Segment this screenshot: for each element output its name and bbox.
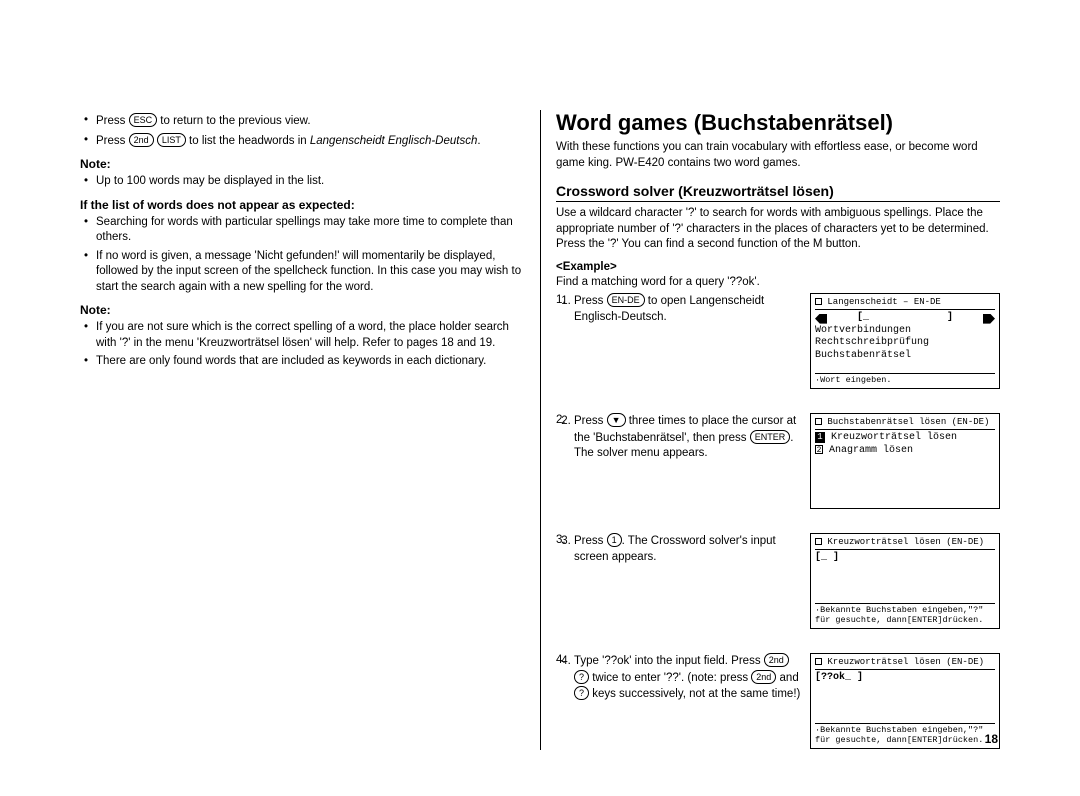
top-bullet-list: Press ESC to return to the previous view… xyxy=(80,113,525,149)
question-key-icon: ? xyxy=(574,670,589,684)
menu-num-icon: 1 xyxy=(815,432,825,443)
text: Press xyxy=(96,115,129,127)
lcd-line: [??ok_ ] xyxy=(815,672,995,685)
step-text: Press EN-DE to open Langenscheidt Englis… xyxy=(574,293,804,325)
question-key-icon: ? xyxy=(574,686,589,700)
if-item: If no word is given, a message 'Nicht ge… xyxy=(96,249,525,296)
lcd-header: Kreuzworträtsel lösen (EN-DE) xyxy=(827,657,984,667)
note2-item: If you are not sure which is the correct… xyxy=(96,320,525,351)
bullet-esc: Press ESC to return to the previous view… xyxy=(96,113,525,130)
step-2: 2. Press ▼ three times to place the curs… xyxy=(574,413,1000,509)
lcd-line: Wortverbindungen xyxy=(815,325,995,338)
step-num: 3. xyxy=(556,533,566,549)
step-text: Press 1. The Crossword solver's input sc… xyxy=(574,533,804,565)
lcd-header: Buchstabenrätsel lösen (EN-DE) xyxy=(827,417,989,427)
down-key-icon: ▼ xyxy=(607,413,626,427)
note-heading: Note: xyxy=(80,157,525,171)
lcd-line: Buchstabenrätsel xyxy=(815,350,995,363)
left-column: Press ESC to return to the previous view… xyxy=(80,110,540,750)
section-para: Use a wildcard character '?' to search f… xyxy=(556,206,1000,253)
if-item: Searching for words with particular spel… xyxy=(96,215,525,246)
note1-list: Up to 100 words may be displayed in the … xyxy=(80,174,525,190)
italic-text: Langenscheidt Englisch-Deutsch xyxy=(310,135,478,147)
list-key-icon: LIST xyxy=(157,133,186,147)
page-number: 18 xyxy=(985,732,998,746)
if-heading: If the list of words does not appear as … xyxy=(80,198,525,212)
lcd-header: Kreuzworträtsel lösen (EN-DE) xyxy=(827,537,984,547)
note1-item: Up to 100 words may be displayed in the … xyxy=(96,174,525,190)
lcd-line: [_ ] xyxy=(815,552,995,565)
lcd-footer: ·Bekannte Buchstaben eingeben,"?" für ge… xyxy=(815,723,995,746)
one-key-icon: 1 xyxy=(607,533,622,547)
if-list: Searching for words with particular spel… xyxy=(80,215,525,296)
text: to return to the previous view. xyxy=(157,115,310,127)
esc-key-icon: ESC xyxy=(129,113,158,127)
text: . xyxy=(477,135,480,147)
step-3: 3. Press 1. The Crossword solver's input… xyxy=(574,533,1000,629)
steps-list: 1. Press EN-DE to open Langenscheidt Eng… xyxy=(556,293,1000,749)
right-arrow-icon xyxy=(983,314,995,324)
step-num: 1. xyxy=(556,293,566,309)
second-key-icon: 2nd xyxy=(764,653,789,667)
page-title: Word games (Buchstabenrätsel) xyxy=(556,110,1000,136)
lcd-screen-1: Langenscheidt – EN-DE [_ ] Wortverbindun… xyxy=(810,293,1000,389)
bullet-2nd-list: Press 2nd LIST to list the headwords in … xyxy=(96,133,525,150)
text: Press xyxy=(96,135,129,147)
step-text: Type '??ok' into the input field. Press … xyxy=(574,653,804,703)
en-de-key-icon: EN-DE xyxy=(607,293,645,307)
lcd-screen-2: Buchstabenrätsel lösen (EN-DE) 1 Kreuzwo… xyxy=(810,413,1000,509)
lcd-line: Anagramm lösen xyxy=(829,445,913,456)
lcd-screen-4: Kreuzworträtsel lösen (EN-DE) [??ok_ ] ·… xyxy=(810,653,1000,749)
intro-text: With these functions you can train vocab… xyxy=(556,140,1000,171)
lcd-screen-3: Kreuzworträtsel lösen (EN-DE) [_ ] ·Beka… xyxy=(810,533,1000,629)
step-num: 2. xyxy=(556,413,566,429)
step-num: 4. xyxy=(556,653,566,669)
text: Press xyxy=(574,535,607,547)
lcd-header: Langenscheidt – EN-DE xyxy=(827,297,940,307)
note2-list: If you are not sure which is the correct… xyxy=(80,320,525,370)
example-intro: Find a matching word for a query '??ok'. xyxy=(556,275,1000,291)
example-label: <Example> xyxy=(556,261,1000,273)
step-4: 4. Type '??ok' into the input field. Pre… xyxy=(574,653,1000,749)
step-1: 1. Press EN-DE to open Langenscheidt Eng… xyxy=(574,293,1000,389)
second-key-icon: 2nd xyxy=(129,133,154,147)
right-column: Word games (Buchstabenrätsel) With these… xyxy=(540,110,1000,750)
section-heading: Crossword solver (Kreuzworträtsel lösen) xyxy=(556,183,1000,202)
lcd-footer: ·Wort eingeben. xyxy=(815,373,995,386)
second-key-icon: 2nd xyxy=(751,670,776,684)
step-text: Press ▼ three times to place the cursor … xyxy=(574,413,804,462)
note-heading: Note: xyxy=(80,303,525,317)
note2-item: There are only found words that are incl… xyxy=(96,354,525,370)
left-arrow-icon xyxy=(815,314,827,324)
lcd-footer: ·Bekannte Buchstaben eingeben,"?" für ge… xyxy=(815,603,995,626)
lcd-line: Rechtschreibprüfung xyxy=(815,337,995,350)
lcd-line: Kreuzworträtsel lösen xyxy=(831,432,957,443)
text: to list the headwords in xyxy=(186,135,310,147)
text: Press xyxy=(574,295,607,307)
manual-page: Press ESC to return to the previous view… xyxy=(80,110,1000,750)
enter-key-icon: ENTER xyxy=(750,430,791,444)
